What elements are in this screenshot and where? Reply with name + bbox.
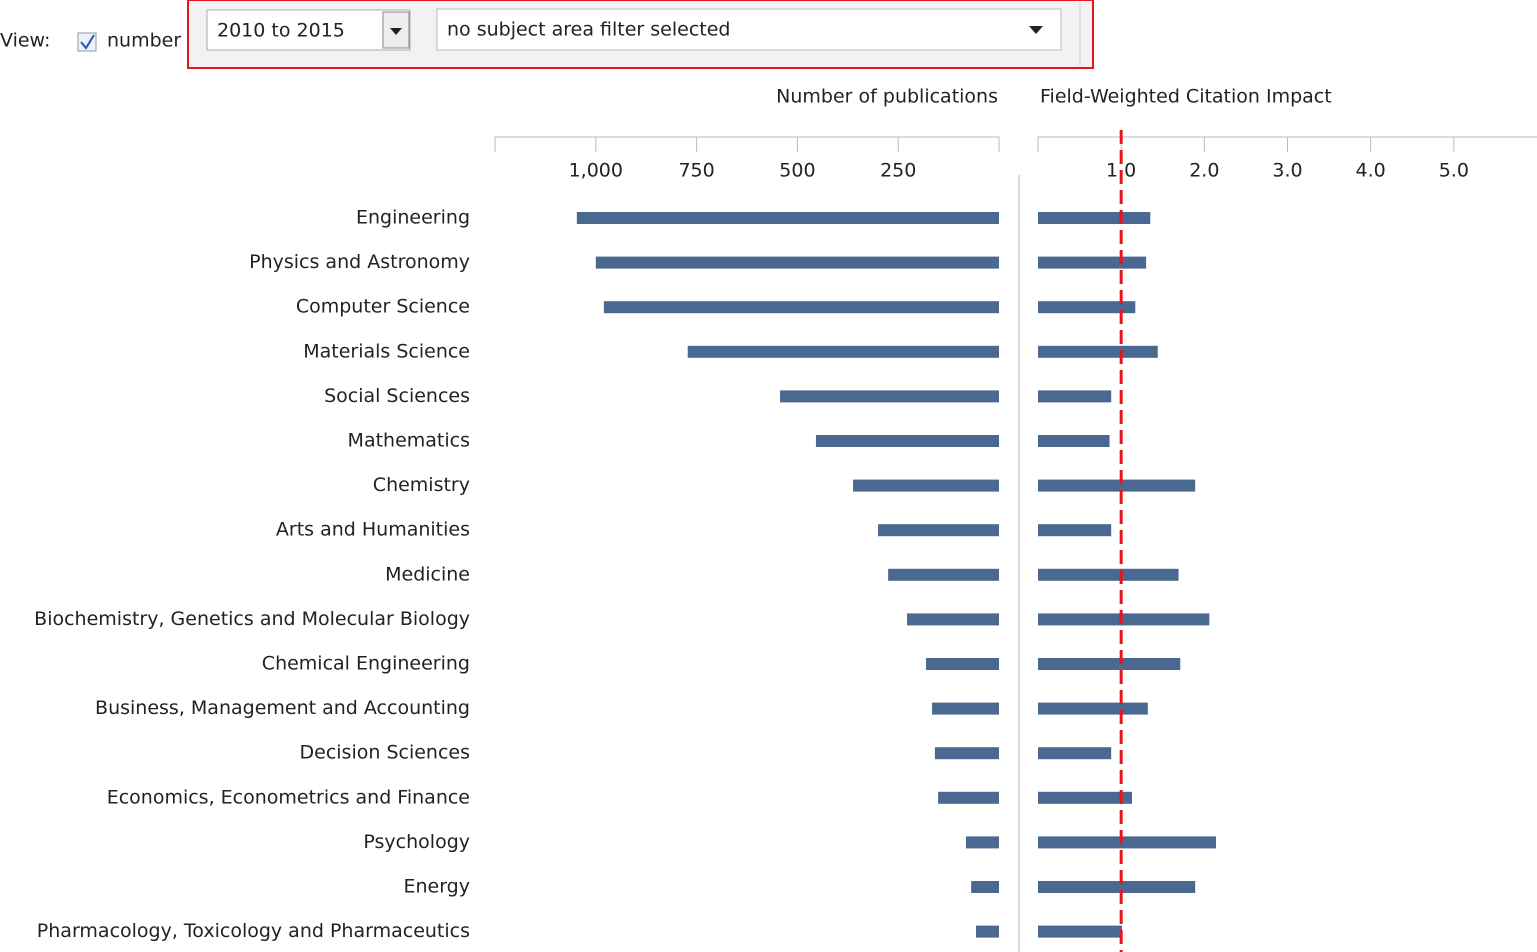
bar bbox=[971, 881, 999, 893]
chart-title: Number of publications bbox=[776, 86, 998, 108]
bar bbox=[938, 791, 999, 804]
bar bbox=[780, 390, 999, 403]
category-label: Biochemistry, Genetics and Molecular Bio… bbox=[34, 608, 470, 630]
category-label: Decision Sciences bbox=[300, 742, 470, 764]
bar bbox=[603, 301, 999, 314]
select-box[interactable] bbox=[206, 9, 411, 51]
bar bbox=[1038, 301, 1136, 314]
category-label: Materials Science bbox=[303, 340, 470, 362]
category-label: Arts and Humanities bbox=[276, 519, 470, 541]
period-text: 2010 to 2015 bbox=[217, 20, 345, 42]
bar bbox=[853, 479, 999, 492]
category-label: Pharmacology, Toxicology and Pharmaceuti… bbox=[37, 920, 470, 942]
category-label: Economics, Econometrics and Finance bbox=[107, 786, 470, 808]
category-label: Engineering bbox=[356, 207, 470, 229]
chart-title: Field-Weighted Citation Impact bbox=[1040, 86, 1332, 108]
x-tick-label: 1,000 bbox=[569, 160, 623, 182]
checkmark bbox=[80, 34, 95, 50]
bar bbox=[576, 212, 999, 224]
bar bbox=[1038, 568, 1179, 581]
select-arrow bbox=[1029, 26, 1043, 34]
bar bbox=[1038, 613, 1210, 626]
period-select[interactable]: 2010 to 2015 bbox=[206, 9, 411, 51]
bar bbox=[1038, 212, 1151, 224]
bar bbox=[1038, 345, 1158, 358]
bar bbox=[1038, 658, 1181, 670]
bar bbox=[1038, 524, 1112, 537]
x-tick-label: 750 bbox=[678, 160, 714, 182]
subject-text: no subject area filter selected bbox=[447, 19, 730, 41]
x-tick-label: 250 bbox=[880, 160, 916, 182]
x-tick-label: 5.0 bbox=[1439, 160, 1469, 182]
category-label: Social Sciences bbox=[324, 385, 470, 407]
bar bbox=[1038, 390, 1112, 403]
category-label: Psychology bbox=[363, 831, 470, 853]
x-tick-label: 4.0 bbox=[1356, 160, 1386, 182]
bar bbox=[687, 345, 999, 358]
bar bbox=[965, 836, 999, 849]
bar bbox=[926, 658, 999, 670]
bar bbox=[932, 702, 999, 715]
checkbox-label: number bbox=[107, 30, 181, 52]
category-label: Physics and Astronomy bbox=[249, 251, 470, 273]
bar bbox=[976, 925, 999, 938]
checkbox[interactable] bbox=[77, 32, 97, 52]
bar bbox=[815, 435, 999, 447]
axis-line bbox=[494, 136, 1000, 152]
bar bbox=[1038, 256, 1147, 269]
category-label: Energy bbox=[403, 876, 470, 898]
bar bbox=[1038, 747, 1112, 760]
bar bbox=[1038, 479, 1196, 492]
category-label: Computer Science bbox=[296, 296, 470, 318]
category-label: Mathematics bbox=[348, 430, 470, 452]
category-label: Chemistry bbox=[373, 474, 470, 496]
bar bbox=[595, 256, 999, 269]
subject-select[interactable]: no subject area filter selected bbox=[436, 8, 1062, 51]
bar bbox=[1038, 791, 1132, 804]
category-label: Chemical Engineering bbox=[262, 653, 470, 675]
bar bbox=[888, 568, 999, 581]
bar bbox=[878, 524, 999, 537]
select-arrow bbox=[390, 28, 402, 35]
x-tick-label: 3.0 bbox=[1272, 160, 1302, 182]
x-tick-label: 500 bbox=[779, 160, 815, 182]
category-label: Medicine bbox=[385, 563, 470, 585]
bar bbox=[934, 747, 999, 760]
category-label: Business, Management and Accounting bbox=[95, 697, 470, 719]
bar bbox=[1038, 881, 1196, 893]
x-tick-label: 2.0 bbox=[1189, 160, 1219, 182]
bar bbox=[907, 613, 999, 626]
select-box[interactable] bbox=[436, 8, 1062, 51]
bar bbox=[1038, 925, 1122, 938]
view-label: View: bbox=[0, 30, 50, 52]
bar bbox=[1038, 702, 1148, 715]
bar bbox=[1038, 836, 1216, 849]
bar bbox=[1038, 435, 1110, 447]
